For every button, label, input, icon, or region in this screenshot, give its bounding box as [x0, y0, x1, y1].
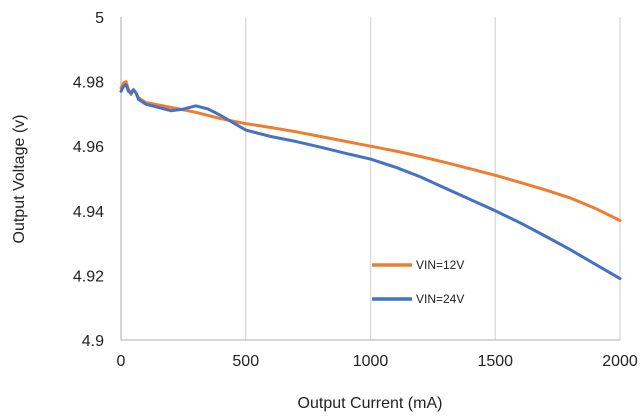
x-tick-label: 500	[232, 353, 259, 370]
y-tick-label: 4.94	[73, 204, 104, 221]
legend-label-1: VIN=12V	[416, 258, 464, 272]
grid-lines	[245, 17, 621, 340]
x-tick-label: 1500	[477, 353, 513, 370]
y-tick-label: 4.92	[73, 268, 104, 285]
x-tick-label: 1000	[353, 353, 389, 370]
legend: VIN=12V VIN=24V	[372, 258, 464, 306]
y-axis-title: Output Voltage (v)	[11, 115, 28, 244]
y-tick-label: 4.98	[73, 75, 104, 92]
x-axis-title: Output Current (mA)	[298, 395, 443, 412]
series-lines	[119, 80, 622, 281]
y-tick-label: 5	[95, 10, 104, 27]
y-tick-label: 4.9	[82, 333, 104, 350]
series-line-2	[119, 83, 622, 281]
legend-label-2: VIN=24V	[416, 292, 464, 306]
y-tick-label: 4.96	[73, 139, 104, 156]
y-tick-labels: 4.9 4.92 4.94 4.96 4.98 5	[73, 10, 104, 350]
x-tick-label: 2000	[602, 353, 638, 370]
axes	[120, 17, 620, 341]
x-tick-labels: 0 500 1000 1500 2000	[117, 353, 638, 370]
x-tick-label: 0	[117, 353, 126, 370]
